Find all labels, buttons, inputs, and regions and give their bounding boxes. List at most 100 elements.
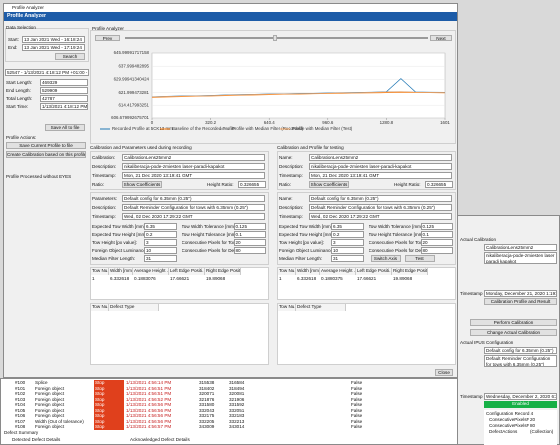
- log-cell: 321876: [199, 396, 215, 402]
- button[interactable]: Prev: [95, 35, 120, 41]
- button[interactable]: Perform Calibration: [470, 319, 557, 326]
- cell: 1: [92, 276, 95, 281]
- label: Start:: [8, 37, 19, 42]
- input: 31: [331, 255, 364, 262]
- cell: 19.89068: [206, 276, 226, 281]
- label: Calibration:: [92, 155, 116, 160]
- log-cell: #108: [15, 424, 26, 429]
- log-cell: 1/13/2021 4:56:56 PM: [126, 413, 172, 418]
- label: Parameters:: [92, 196, 118, 201]
- input: nikaliberacja-pode-zmiesten laser paradi…: [484, 252, 557, 264]
- button[interactable]: Create Calibration based on this profile: [6, 151, 86, 158]
- input: 3: [144, 239, 177, 246]
- label: End Length:: [6, 88, 31, 93]
- cell: 17.66621: [170, 276, 190, 281]
- column-header: Average Height ...: [320, 268, 356, 275]
- label: Tow Height Tolerance [mm]:: [368, 232, 421, 237]
- log-cell: 316584: [229, 380, 245, 385]
- log-cell: 332205: [199, 418, 215, 424]
- log-cell: Stop: [94, 396, 124, 402]
- label: Height Ratio:: [207, 182, 234, 187]
- button[interactable]: Show Coefficients: [309, 181, 349, 188]
- cell: 6.332618: [110, 276, 130, 281]
- log-cell: False: [351, 385, 363, 391]
- property-value: 80: [530, 423, 536, 428]
- tab[interactable]: Detected Defect Details: [12, 437, 61, 442]
- button[interactable]: Search: [55, 53, 85, 60]
- input: Wednesday, December 2, 2020 6:29:22 PM: [484, 393, 557, 400]
- input: 469329: [40, 79, 88, 86]
- button[interactable]: Save Current Profile to file: [6, 142, 86, 149]
- button[interactable]: Switch Axis: [370, 255, 401, 262]
- label: Timestamp:: [279, 214, 303, 219]
- y-tick-label: 606.679992675701: [111, 115, 149, 120]
- log-cell: 1/13/2021 4:56:14 PM: [126, 380, 172, 385]
- x-tick-label: 640.4: [264, 120, 276, 125]
- log-cell: False: [351, 407, 363, 413]
- input: CalibrationLens25mm2: [484, 244, 557, 251]
- button[interactable]: Change Actual Calibration: [470, 329, 557, 336]
- input: Default Reminder Configuration for tows …: [484, 355, 557, 367]
- label: Total Length:: [6, 96, 33, 101]
- label: Name:: [279, 155, 293, 160]
- label: Tow Width Tolerance [mm]:: [368, 224, 421, 229]
- log-cell: 332183: [229, 413, 245, 418]
- label: Median Filter Length:: [92, 256, 136, 261]
- cell: 19.89068: [393, 276, 413, 281]
- label: Timestamp:: [92, 214, 116, 219]
- date-input[interactable]: 13 Jan 2021 Wed - 17:19:24: [22, 44, 85, 51]
- input: 0.1: [233, 231, 266, 238]
- log-cell: #101: [15, 385, 26, 391]
- label: Profile Actions:: [6, 135, 37, 140]
- button[interactable]: Save All to file: [45, 124, 85, 131]
- column-header: Tow Nu...: [278, 304, 296, 311]
- slider-thumb[interactable]: [273, 35, 277, 41]
- log-cell: Stop: [94, 418, 124, 424]
- property-value: (Collection): [530, 429, 554, 434]
- button[interactable]: Show Coefficients: [122, 181, 162, 188]
- column-header: Defect Type: [109, 304, 159, 311]
- log-cell: 1/13/2021 4:56:51 PM: [126, 385, 172, 391]
- y-tick-label: 621.999473281: [118, 90, 149, 95]
- tab[interactable]: Acknowledged Defect Details: [130, 437, 190, 442]
- legend-entry: Profile with Median Filter (Test): [292, 126, 353, 131]
- cell: 0.1883076: [134, 276, 156, 281]
- y-tick-label: 629.99941340424: [114, 77, 150, 82]
- input: 42787: [40, 95, 88, 102]
- x-tick-label: 960.6: [322, 120, 334, 125]
- log-cell: False: [351, 396, 363, 402]
- button[interactable]: Next: [430, 35, 452, 41]
- label: Timestamp: [460, 394, 483, 399]
- cell: 1: [279, 276, 282, 281]
- label: Consecutive Pixels for Tow:: [368, 240, 421, 245]
- log-cell: Foreign object: [35, 391, 65, 396]
- button[interactable]: Calibration Profile and Result: [484, 298, 557, 305]
- input: 0.125: [420, 223, 453, 230]
- log-cell: 331580: [199, 402, 215, 407]
- column-header: Tow Nu...: [278, 268, 296, 275]
- button[interactable]: Test: [404, 255, 435, 262]
- input: Wed, 02 Dec 2020 17:29:22 GMT: [309, 213, 452, 220]
- input: 31: [144, 255, 177, 262]
- button[interactable]: Close: [435, 369, 453, 376]
- status: Enabled: [484, 401, 557, 408]
- record-list[interactable]: 52547 - 1/13/2021 4:18:12 PM +01:00 - La…: [5, 69, 89, 76]
- cell: 0.1880375: [321, 276, 343, 281]
- header: Profile Analyzer: [4, 12, 457, 21]
- date-input[interactable]: 13 Jan 2021 Wed - 16:18:24: [22, 36, 85, 43]
- label: Consecutive Pixels for Defect:: [368, 248, 421, 253]
- input: 0.326655: [238, 181, 266, 188]
- property-value: 20: [530, 417, 536, 422]
- label: Data Selection: [6, 25, 36, 30]
- log-cell: #102: [15, 391, 26, 396]
- log-cell: Foreign object: [35, 424, 65, 429]
- log-cell: 331592: [229, 402, 245, 407]
- input: 80: [420, 247, 453, 254]
- log-cell: False: [351, 413, 363, 418]
- label: Start Length:: [6, 80, 33, 85]
- log-cell: False: [351, 380, 363, 385]
- log-cell: 332213: [229, 418, 245, 424]
- label: Description:: [92, 164, 117, 169]
- label: Timestamp: [460, 291, 483, 296]
